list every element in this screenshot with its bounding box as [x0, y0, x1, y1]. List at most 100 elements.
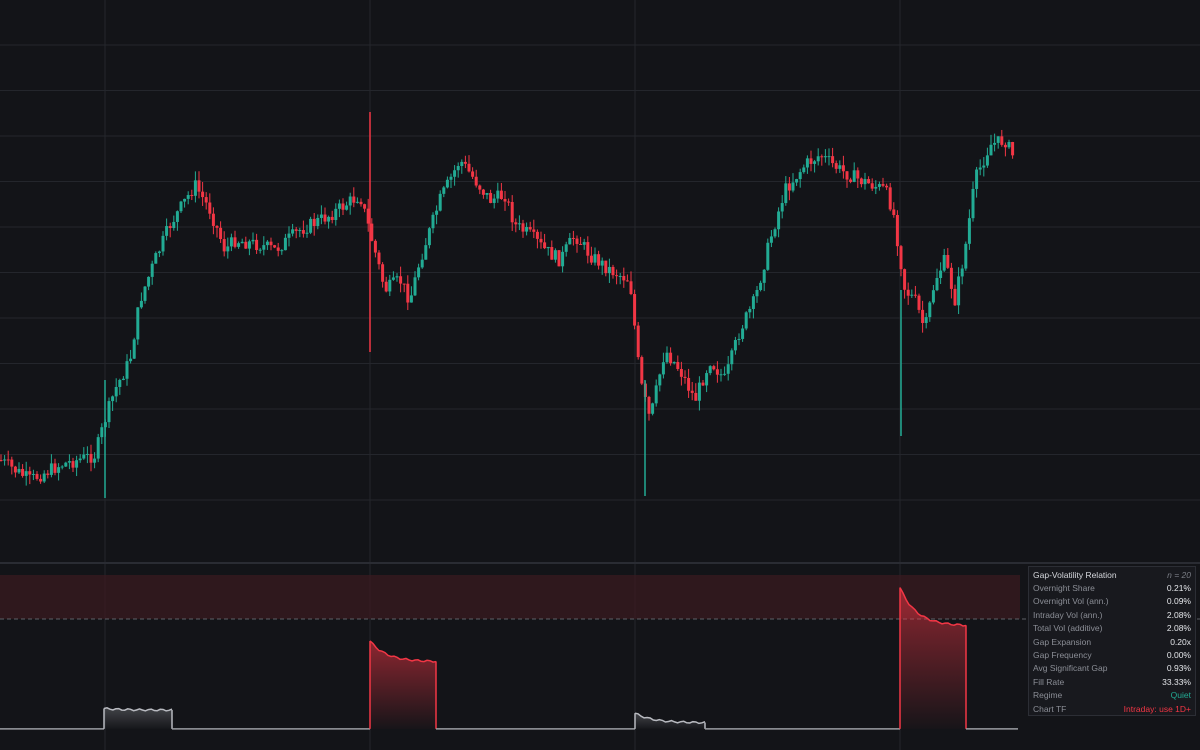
- candle-body: [661, 362, 665, 375]
- candle-body: [640, 357, 644, 384]
- candle-body: [618, 275, 622, 277]
- candle-body: [733, 340, 737, 351]
- candle-body: [906, 289, 910, 296]
- candle-body: [352, 196, 356, 203]
- candle-body: [870, 183, 874, 189]
- candle-body: [654, 385, 658, 404]
- candle-body: [287, 233, 291, 238]
- candle-body: [748, 308, 752, 313]
- candle-body: [755, 289, 759, 297]
- table-row: Gap Expansion 0.20x: [1033, 636, 1191, 649]
- candle-body: [874, 186, 878, 189]
- row-label: Chart TF: [1033, 703, 1067, 714]
- candle-body: [154, 253, 158, 264]
- candle-body: [93, 458, 97, 463]
- candle-body: [859, 178, 863, 185]
- candle-body: [564, 244, 568, 252]
- candle-body: [924, 317, 928, 323]
- candle-body: [805, 158, 809, 168]
- table-row: Fill Rate 33.33%: [1033, 676, 1191, 689]
- candle-body: [377, 252, 381, 265]
- candle-body: [834, 163, 838, 169]
- candle-body: [957, 276, 961, 306]
- table-row: Avg Significant Gap 0.93%: [1033, 662, 1191, 675]
- candle-body: [35, 473, 39, 479]
- candle-body: [838, 165, 842, 169]
- candle-body: [953, 288, 957, 306]
- candle-body: [917, 295, 921, 310]
- candle-body: [604, 260, 608, 274]
- candle-body: [71, 461, 75, 468]
- candle-body: [136, 307, 140, 340]
- row-value: Quiet: [1170, 690, 1191, 701]
- candle-body: [1003, 144, 1007, 148]
- candle-body: [121, 378, 125, 380]
- candle-body: [337, 203, 341, 209]
- candle-body: [946, 254, 950, 268]
- candle-body: [881, 184, 885, 186]
- candle-body: [363, 204, 367, 209]
- candle-body: [582, 242, 586, 245]
- row-label: Total Vol (additive): [1033, 623, 1103, 634]
- candle-body: [406, 283, 410, 303]
- candle-body: [629, 281, 633, 295]
- candle-body: [971, 188, 975, 219]
- threshold-zone: [0, 575, 1020, 619]
- candle-body: [600, 260, 604, 266]
- candle-body: [391, 277, 395, 280]
- row-label: Gap Frequency: [1033, 649, 1092, 660]
- candle-body: [3, 459, 7, 461]
- candle-body: [211, 213, 215, 226]
- row-value: Intraday: use 1D+: [1123, 703, 1191, 714]
- candle-body: [791, 182, 795, 191]
- candle-body: [305, 232, 309, 234]
- candle-body: [741, 328, 745, 339]
- candle-body: [229, 237, 233, 247]
- candle-body: [294, 229, 298, 231]
- candle-body: [766, 242, 770, 270]
- candle-body: [949, 267, 953, 289]
- candle-body: [669, 352, 673, 364]
- candle-body: [553, 250, 557, 260]
- candle-body: [672, 362, 676, 364]
- candle-body: [636, 325, 640, 358]
- row-label: Gap Expansion: [1033, 636, 1092, 647]
- candle-body: [705, 373, 709, 386]
- gap-line: [634, 712, 706, 725]
- table-row: Total Vol (additive) 2.08%: [1033, 622, 1191, 635]
- gap-volatility-table: Gap-Volatility Relation n = 20 Overnight…: [1028, 566, 1196, 716]
- candle-body: [993, 142, 997, 145]
- candle-body: [510, 202, 514, 223]
- candle-body: [46, 473, 50, 475]
- candle-body: [996, 136, 1000, 143]
- candle-body: [348, 196, 352, 206]
- candle-body: [474, 176, 478, 186]
- candle-body: [816, 156, 820, 162]
- candle-body: [13, 466, 17, 473]
- candle-body: [982, 165, 986, 168]
- candle-body: [751, 296, 755, 309]
- row-label: Overnight Vol (ann.): [1033, 596, 1109, 607]
- candle-body: [690, 390, 694, 393]
- candle-body: [265, 241, 269, 246]
- row-value: 0.21%: [1166, 583, 1191, 593]
- candle-body: [89, 453, 93, 463]
- candle-body: [892, 209, 896, 215]
- candle-body: [903, 269, 907, 290]
- candle-body: [445, 179, 449, 188]
- candle-body: [849, 179, 853, 182]
- candle-body: [831, 156, 835, 164]
- gap-area: [900, 587, 966, 729]
- candle-body: [665, 352, 669, 363]
- gap-area: [370, 640, 436, 729]
- candle-body: [247, 241, 251, 249]
- candle-body: [730, 350, 734, 365]
- candle-body: [507, 201, 511, 203]
- candle-body: [496, 190, 500, 199]
- candle-body: [856, 170, 860, 179]
- candle-body: [607, 266, 611, 274]
- candle-body: [111, 396, 115, 402]
- candle-body: [928, 302, 932, 318]
- candle-body: [809, 158, 813, 164]
